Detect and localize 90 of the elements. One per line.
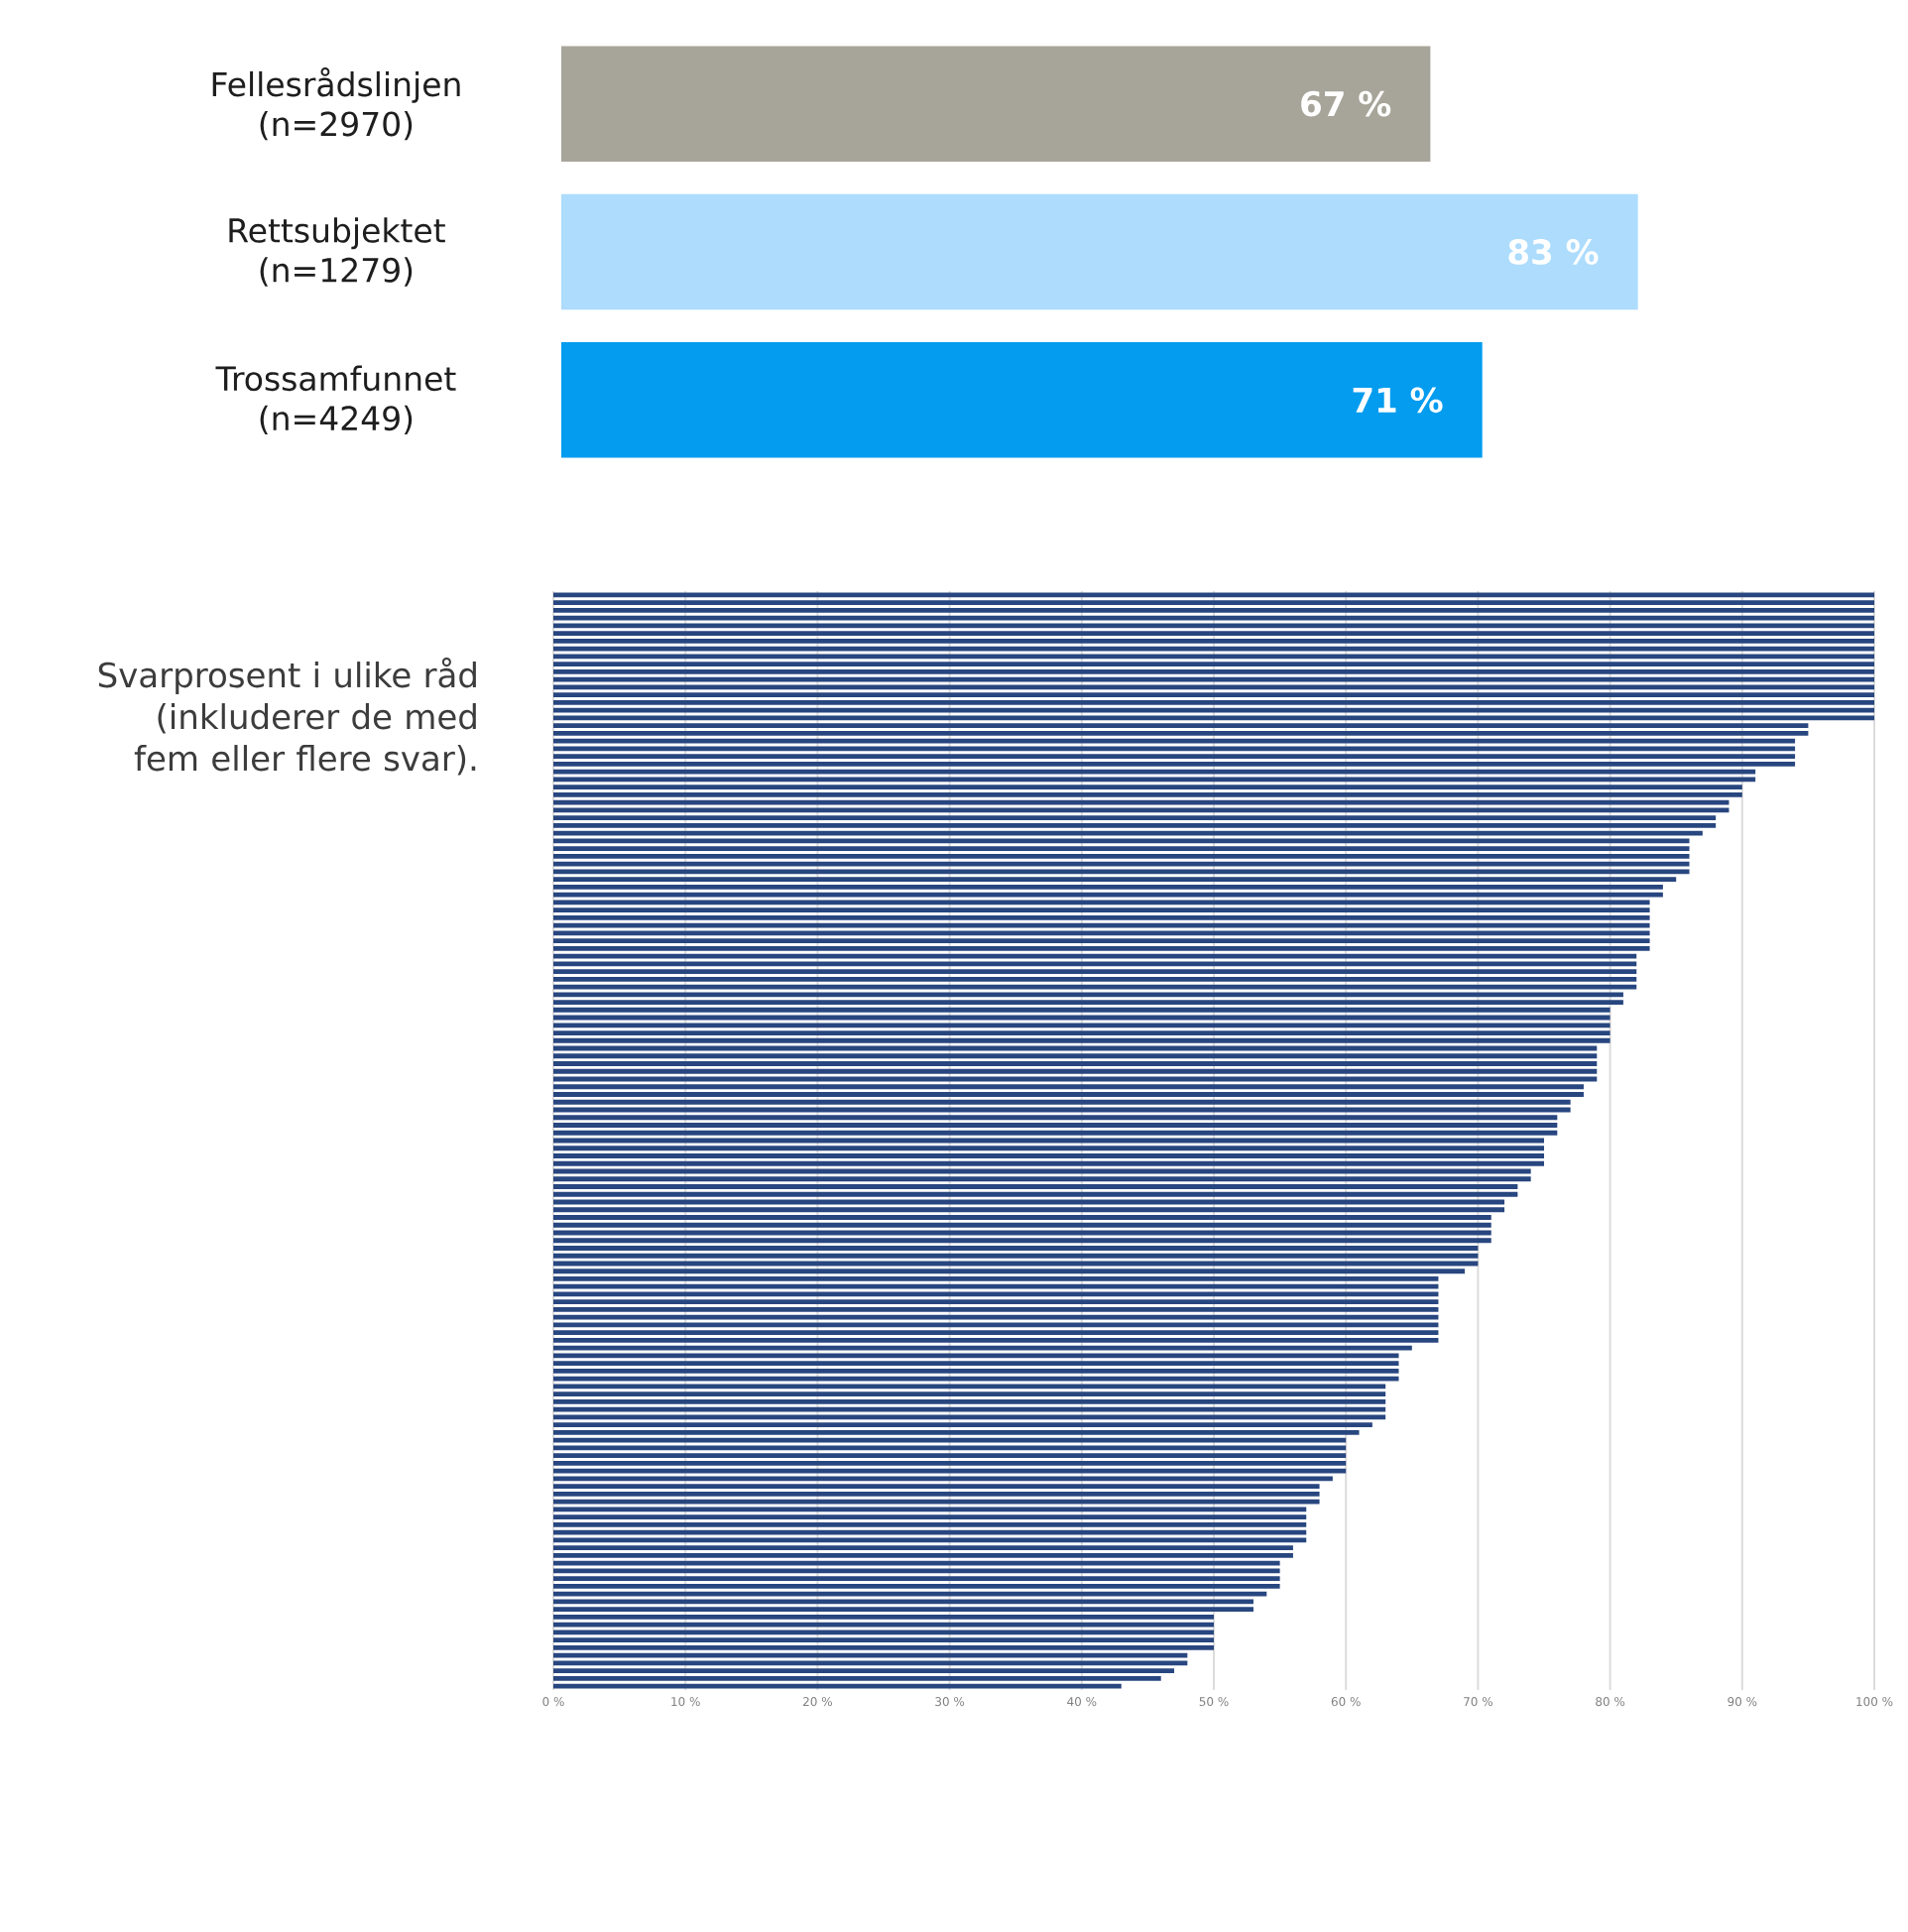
bar	[553, 1053, 1598, 1059]
bar	[553, 1283, 1439, 1289]
bar	[553, 715, 1875, 721]
bar	[553, 938, 1650, 943]
bar	[553, 1153, 1545, 1158]
bar	[553, 1376, 1399, 1382]
data-label: 83 %	[1508, 239, 1599, 265]
bar	[553, 822, 1717, 828]
bar	[553, 777, 1756, 783]
bar	[553, 1338, 1439, 1343]
bar	[553, 699, 1875, 705]
bar	[553, 1307, 1439, 1312]
bar	[553, 969, 1637, 974]
bar	[553, 1391, 1386, 1397]
bar	[553, 684, 1875, 690]
bar	[553, 1399, 1386, 1404]
data-label: 71 %	[1353, 387, 1443, 414]
bar	[553, 638, 1875, 644]
bar	[553, 1160, 1545, 1166]
bar	[553, 654, 1875, 660]
bar	[553, 1253, 1479, 1259]
bar	[553, 1514, 1307, 1520]
bar	[553, 1000, 1623, 1005]
bar	[553, 1622, 1215, 1628]
bar	[553, 662, 1875, 667]
bar	[553, 600, 1875, 606]
bar	[553, 1314, 1439, 1320]
bar	[553, 1191, 1518, 1197]
bar	[553, 692, 1875, 697]
bar	[553, 1553, 1293, 1558]
bar	[553, 1123, 1558, 1128]
bar	[553, 976, 1637, 982]
bar	[553, 631, 1875, 637]
bar	[553, 1092, 1584, 1097]
bar	[553, 730, 1809, 736]
bar	[553, 1492, 1320, 1497]
bar	[553, 1461, 1347, 1466]
bar	[553, 1061, 1598, 1066]
bar	[553, 914, 1650, 920]
bar	[553, 1023, 1610, 1028]
bar	[553, 1030, 1610, 1035]
bar	[553, 791, 1742, 797]
bar	[553, 1146, 1545, 1151]
y-tick-label: Fellesrådslinjen (n=2970)	[212, 66, 460, 141]
bar	[553, 1222, 1491, 1228]
bar	[553, 853, 1690, 859]
bar	[553, 1369, 1399, 1374]
bar	[553, 754, 1796, 759]
bar	[553, 761, 1796, 767]
bar	[553, 1644, 1215, 1650]
bar	[553, 1660, 1188, 1666]
bar	[553, 1630, 1215, 1635]
bar	[553, 1238, 1491, 1244]
bar	[553, 1037, 1610, 1043]
bar	[553, 907, 1650, 912]
bar	[553, 807, 1729, 813]
bar	[553, 676, 1875, 682]
bar	[553, 961, 1637, 967]
bar	[553, 592, 1875, 598]
bar	[553, 623, 1875, 629]
bar	[553, 945, 1650, 951]
bar	[553, 1068, 1598, 1074]
bar	[553, 1522, 1307, 1527]
bar	[553, 746, 1796, 752]
bar	[553, 930, 1650, 936]
bar	[553, 846, 1690, 851]
bar	[553, 646, 1875, 652]
data-label: 67 %	[1301, 90, 1391, 117]
bar	[553, 1361, 1399, 1367]
bar	[553, 1607, 1253, 1613]
bar	[553, 668, 1875, 674]
bar	[553, 1637, 1215, 1643]
bar	[553, 615, 1875, 621]
bar	[553, 1453, 1347, 1459]
bar	[553, 1299, 1439, 1305]
y-tick-label: Rettsubjektet (n=1279)	[229, 217, 445, 287]
bar	[553, 1584, 1280, 1589]
bar	[553, 1468, 1347, 1474]
bar	[553, 1330, 1439, 1336]
bar	[553, 1207, 1505, 1213]
bar	[553, 1576, 1280, 1582]
bar	[553, 607, 1875, 613]
bar	[553, 1406, 1386, 1412]
bar	[553, 1499, 1320, 1505]
text: Svarprosent i ulike råd (inkluderer de med fem eller flere svar).	[98, 658, 476, 776]
bar	[553, 1130, 1558, 1136]
bar	[553, 869, 1690, 875]
bar	[553, 1529, 1307, 1535]
bar	[553, 1176, 1531, 1182]
y-tick-label: Trossamfunnet (n=4249)	[215, 365, 456, 435]
